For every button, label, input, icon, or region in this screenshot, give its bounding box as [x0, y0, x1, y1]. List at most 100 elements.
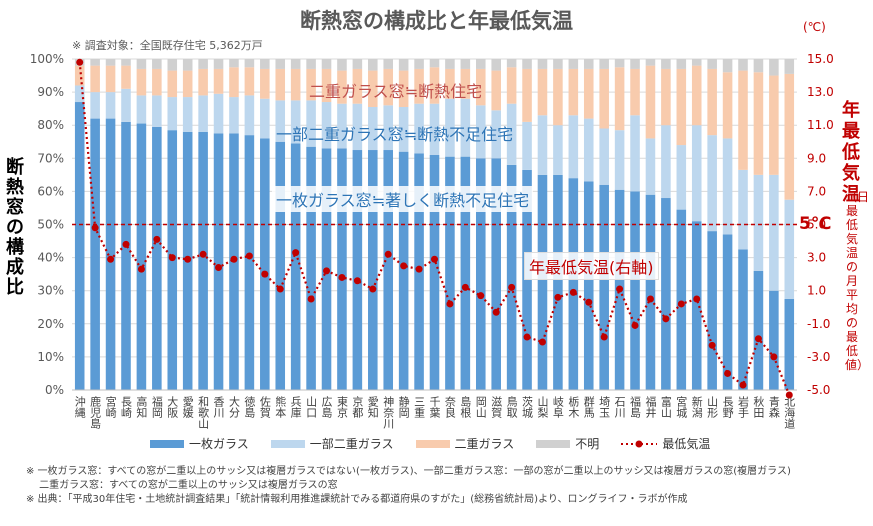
bar-segment-0 [784, 298, 795, 390]
temperature-point [492, 308, 500, 316]
bar-segment-3 [121, 59, 131, 66]
bar-segment-0 [429, 154, 440, 390]
bar-segment-0 [537, 174, 548, 390]
bar-segment-3 [182, 59, 193, 71]
bar-segment-3 [136, 59, 147, 69]
temperature-point [184, 255, 192, 263]
category-label: 北海道 [783, 396, 796, 429]
bar-segment-3 [753, 59, 764, 73]
bar-segment-0 [105, 118, 116, 390]
bar-segment-1 [722, 138, 733, 235]
bar-segment-3 [722, 59, 733, 73]
category-label: 東京 [335, 396, 348, 419]
temperature-point [461, 283, 469, 291]
bar-segment-1 [707, 135, 717, 232]
temperature-point [323, 267, 331, 275]
temperature-point [508, 283, 516, 291]
temperature-point [569, 288, 577, 296]
bar-segment-2 [136, 68, 147, 96]
bar-segment-0 [645, 194, 656, 390]
bar-segment-1 [229, 97, 239, 134]
category-label: 岐阜 [551, 396, 564, 419]
temperature-point [739, 381, 747, 389]
bar-segment-0 [506, 164, 517, 390]
footnotes: ※ 一枚ガラス窓：すべての窓が二重以上のサッシ又は複層ガラスではない(一枚ガラス… [26, 465, 791, 507]
category-label: 山口 [305, 396, 318, 418]
temperature-point [107, 255, 115, 263]
bar-segment-2 [290, 68, 301, 101]
y-right-tick-label: 11.0 [807, 118, 834, 132]
bar-segment-2 [167, 70, 178, 98]
bar-segment-2 [784, 73, 795, 200]
temperature-point [276, 285, 284, 293]
bar-segment-2 [707, 68, 717, 136]
bar-segment-2 [244, 67, 255, 96]
bar-segment-2 [352, 68, 363, 104]
bar-segment-2 [429, 67, 440, 104]
bar-segment-3 [90, 59, 100, 66]
bar-segment-0 [275, 141, 286, 390]
category-label: 石川 [613, 396, 626, 418]
temperature-point [91, 224, 99, 232]
category-label: 高知 [135, 395, 148, 419]
category-label: 鹿児島 [89, 395, 102, 430]
temperature-point [446, 300, 454, 308]
legend-item-temp: 最低気温 [621, 435, 710, 452]
bar-segment-1 [352, 103, 363, 151]
temperature-point [662, 315, 670, 323]
legend-swatch-unknown [536, 439, 571, 448]
bar-segment-2 [738, 70, 748, 170]
bar-segment-1 [491, 110, 501, 159]
temperature-point [245, 252, 253, 260]
bar-segment-3 [275, 59, 286, 69]
bar-segment-3 [398, 59, 409, 71]
category-label: 栃木 [567, 395, 580, 419]
bar-segment-1 [368, 106, 378, 151]
temperature-point [215, 264, 223, 272]
bar-segment-0 [121, 121, 131, 390]
category-label: 埼玉 [598, 395, 611, 418]
bar-segment-3 [568, 59, 579, 69]
bar-segment-2 [229, 67, 239, 98]
bar-segment-2 [661, 68, 671, 126]
legend-swatch-partial [270, 439, 305, 448]
category-label: 愛媛 [181, 396, 194, 419]
bar-segment-0 [152, 126, 162, 390]
temperature-point [76, 58, 84, 66]
bar-segment-3 [260, 59, 270, 69]
bar-segment-1 [198, 95, 208, 132]
bar-segment-0 [722, 234, 733, 390]
category-label: 兵庫 [289, 396, 302, 419]
bar-segment-1 [244, 95, 255, 136]
y-left-tick-label: 80% [37, 118, 64, 132]
bar-segment-1 [321, 102, 332, 149]
threshold-label: 5℃ [799, 214, 832, 234]
temperature-point [137, 265, 145, 273]
temperature-point [153, 235, 161, 243]
left-axis-title: 断熱窓の構成比 [6, 157, 24, 298]
bar-segment-2 [583, 68, 594, 119]
temperature-point [199, 250, 207, 258]
bar-segment-0 [491, 158, 501, 390]
bar-segment-3 [306, 59, 316, 69]
bar-segment-2 [769, 75, 779, 175]
bar-segment-2 [152, 68, 162, 96]
legend-item-double: 二重ガラス [415, 435, 514, 452]
legend-label-temp: 最低気温 [662, 437, 711, 451]
bar-segment-0 [136, 123, 147, 391]
bar-segment-1 [105, 92, 116, 119]
bar-segment-3 [167, 59, 178, 71]
bar-segment-1 [445, 98, 455, 157]
bar-segment-1 [167, 97, 178, 131]
bar-segment-1 [630, 115, 640, 192]
bar-segment-2 [321, 68, 332, 103]
bar-segment-3 [707, 59, 717, 69]
temperature-point [292, 249, 300, 257]
temperature-point [477, 292, 485, 300]
bar-segment-2 [630, 68, 640, 116]
bar-segment-0 [583, 181, 594, 390]
bar-segment-2 [491, 70, 501, 111]
legend-swatch-single [150, 439, 184, 448]
bar-segment-0 [630, 191, 640, 390]
